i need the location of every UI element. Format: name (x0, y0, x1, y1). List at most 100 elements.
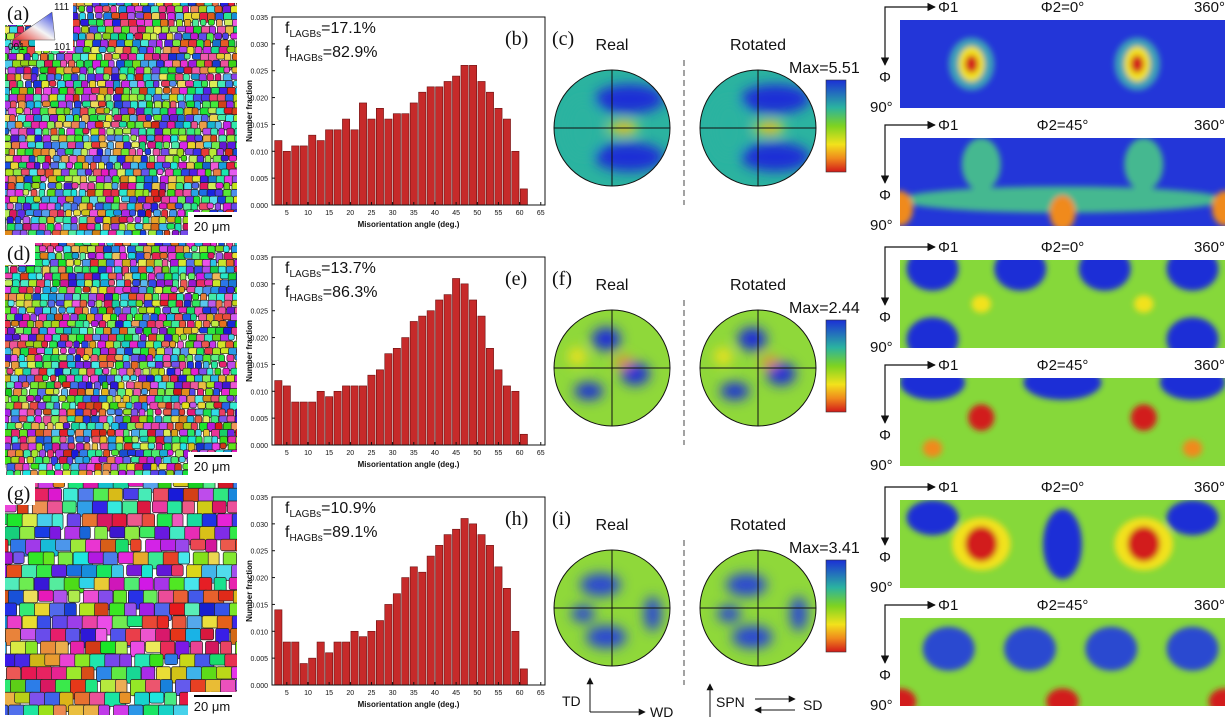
grain (131, 135, 137, 141)
annotation-sub: LAGBs (289, 509, 321, 520)
x-tick-label: 40 (431, 690, 439, 697)
grain (153, 149, 160, 156)
grain (95, 121, 103, 127)
grain (127, 217, 133, 223)
grain (12, 334, 20, 340)
axis-key-label: WD (650, 704, 673, 719)
grain (75, 47, 84, 54)
grain (160, 19, 167, 26)
grain (160, 450, 168, 457)
annotation: fLAGBs=10.9% (285, 500, 376, 520)
grain (130, 115, 137, 122)
odf-end: 360° (1194, 0, 1225, 16)
y-axis-label: Number fraction (245, 560, 254, 622)
grain (0, 217, 6, 226)
grain (235, 355, 242, 361)
odf-section (900, 247, 1225, 361)
grain (177, 94, 184, 101)
grain (103, 246, 111, 253)
y-tick-label: 0.030 (250, 522, 268, 529)
pole-figure-title: Real (596, 37, 629, 54)
orientation-map (0, 476, 251, 719)
grain (202, 341, 209, 347)
bar (385, 604, 392, 685)
bar (444, 81, 451, 205)
annotation-sub: LAGBs (289, 29, 321, 40)
grain (0, 121, 8, 128)
grain (7, 203, 13, 210)
grain (182, 501, 194, 514)
grain (232, 514, 243, 528)
grain (143, 121, 151, 127)
grain (146, 115, 152, 121)
grain (193, 552, 209, 565)
grain (40, 176, 46, 182)
odf-phi2: Φ2=45° (1037, 357, 1089, 374)
grain (98, 266, 106, 274)
texture-blob (1046, 688, 1079, 714)
bar (461, 65, 468, 205)
grain (163, 128, 171, 136)
grain (175, 6, 184, 13)
x-tick-label: 65 (537, 450, 545, 457)
x-tick-label: 45 (452, 450, 460, 457)
grain (67, 395, 75, 402)
bar (309, 658, 316, 685)
grain (172, 230, 179, 237)
grain (63, 314, 70, 321)
grain (95, 470, 102, 478)
grain (188, 0, 196, 6)
grain (178, 552, 189, 564)
grain (22, 382, 29, 388)
colorbar (826, 320, 846, 412)
grain (172, 142, 180, 149)
grain (113, 705, 128, 719)
grain (99, 321, 106, 329)
x-tick-label: 15 (325, 450, 333, 457)
grain (15, 423, 22, 429)
grain (211, 361, 217, 368)
grain (16, 53, 23, 60)
grain (211, 321, 219, 327)
grain (27, 457, 34, 464)
grain (87, 223, 95, 229)
grain (36, 230, 44, 239)
grain (38, 705, 54, 719)
bar (419, 92, 426, 205)
x-tick-label: 60 (516, 210, 524, 217)
grain (235, 641, 247, 659)
grain (234, 266, 245, 272)
grain (32, 450, 38, 458)
grain (188, 476, 205, 489)
grain (156, 60, 163, 67)
odf-phi1: Φ1 (938, 479, 958, 496)
bar (342, 119, 349, 205)
x-tick-label: 15 (325, 210, 333, 217)
odf-phi1: Φ1 (938, 0, 958, 16)
grain (33, 196, 40, 202)
grain (169, 81, 176, 87)
bar (427, 87, 434, 205)
grain (75, 355, 81, 362)
grain (109, 578, 125, 592)
grain (227, 416, 236, 422)
grain (79, 6, 85, 12)
grain (232, 67, 241, 73)
grain (25, 293, 32, 300)
grain (80, 527, 91, 539)
texture-blob (965, 55, 978, 73)
grain (152, 176, 158, 183)
bar (495, 567, 502, 685)
grain (203, 476, 215, 490)
grain (135, 692, 150, 705)
grain (208, 253, 214, 259)
grain (107, 239, 113, 246)
grain (20, 230, 27, 238)
grain (156, 230, 163, 237)
grain (0, 223, 5, 231)
y-axis-label: Number fraction (245, 320, 254, 382)
grain (23, 223, 31, 230)
grain (137, 81, 144, 88)
texture-blob (569, 348, 586, 365)
y-tick-label: 0.010 (250, 389, 268, 396)
